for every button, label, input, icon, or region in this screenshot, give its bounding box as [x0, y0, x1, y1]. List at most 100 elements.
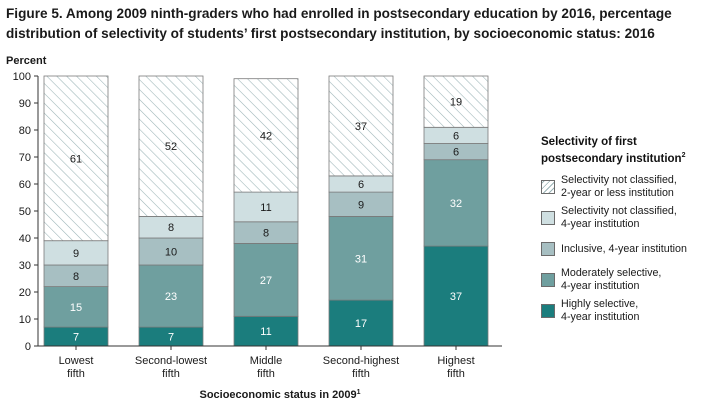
legend-title-line-1: Selectivity of first: [541, 136, 637, 148]
bar-data-label: 6: [453, 147, 459, 159]
chart-title-line-2: distribution of selectivity of students’…: [6, 26, 655, 41]
legend-label-line: 4-year institution: [561, 218, 640, 231]
legend-swatch: [541, 242, 555, 257]
y-tick-label: 80: [19, 125, 31, 137]
y-tick-label: 40: [19, 233, 31, 245]
bar-data-label: 8: [168, 222, 174, 234]
legend-item: Highly selective, 4-year institution: [541, 298, 713, 325]
x-tick-label: Middle: [250, 355, 282, 367]
bar-segment: [328, 75, 394, 177]
bar-data-label: 9: [73, 248, 79, 260]
bar-segment: [233, 242, 299, 317]
bar-data-label: 19: [450, 97, 462, 109]
legend-item: Selectivity not classified, 4-year instit…: [541, 205, 713, 232]
bar-data-label: 7: [73, 332, 79, 344]
legend-title-line-2: postsecondary institution2: [541, 149, 713, 166]
legend-label-line: 4-year institution: [561, 280, 640, 293]
legend-label: Selectivity not classified, 2-year or les…: [561, 174, 677, 200]
bar-data-label: 6: [358, 179, 364, 191]
legend-item: Selectivity not classified, 2-year or les…: [541, 174, 713, 201]
y-tick-label: 30: [19, 260, 31, 272]
y-axis-label: Percent: [6, 55, 47, 67]
bar-segment: [423, 245, 489, 347]
y-tick-label: 70: [19, 152, 31, 164]
legend-label-line: 4-year institution: [561, 311, 640, 324]
x-axis-tick-labels: LowestfifthSecond-lowestfifthMiddlefifth…: [38, 345, 502, 380]
bar-segment: [138, 237, 204, 266]
bar-segment: [328, 215, 394, 301]
legend-swatch: [541, 211, 555, 226]
bar-segment: [423, 75, 489, 128]
legend-label-line: Selectivity not classified,: [561, 174, 677, 187]
bar-segment: [138, 75, 204, 217]
bar-data-label: 23: [165, 291, 177, 303]
legend-label-line: Moderately selective,: [561, 267, 662, 280]
x-axis-label-footnote: 1: [357, 389, 361, 396]
bar-stack: 17 31 9 6 37: [328, 75, 394, 347]
bars: 7 15 8 9 61 7 23 10 8 52 11 27 8 11 42 17 31 9 6 37 37 32 6 6 19: [43, 75, 489, 347]
bar-data-label: 31: [355, 253, 367, 265]
y-axis-ticks: 0 10 20 30 40 50 60 70 80 90 100: [13, 71, 39, 353]
bar-data-label: 37: [450, 291, 462, 303]
x-tick-label: fifth: [162, 368, 180, 380]
x-tick-label: Second-highest: [323, 355, 399, 367]
y-tick-label: 0: [25, 341, 31, 353]
legend-title-line-2-text: postsecondary institution: [541, 152, 682, 165]
legend-title: Selectivity of first postsecondary insti…: [541, 135, 713, 166]
bar-data-label: 11: [260, 326, 271, 338]
legend-label: Moderately selective, 4-year institution: [561, 267, 661, 293]
legend-swatch: [541, 273, 555, 288]
bar-segment: [138, 264, 204, 328]
bar-data-label: 11: [260, 202, 271, 214]
bar-data-label: 32: [450, 198, 462, 210]
legend-items: Selectivity not classified, 2-year or les…: [541, 174, 713, 325]
x-tick-label: fifth: [257, 368, 275, 380]
bar-segment: [43, 75, 109, 242]
legend-swatch: [541, 304, 555, 319]
bar-data-label: 10: [165, 247, 177, 259]
bar-segment: [43, 286, 109, 328]
bar-data-label: 6: [453, 130, 459, 142]
y-tick-label: 100: [13, 71, 31, 83]
bar-data-label: 8: [263, 228, 269, 240]
y-tick-label: 20: [19, 287, 31, 299]
bar-data-label: 8: [73, 271, 79, 283]
legend-item: Moderately selective, 4-year institution: [541, 267, 713, 294]
bar-segment: [233, 78, 299, 193]
x-axis-label-text: Socioeconomic status in 2009: [199, 389, 356, 401]
x-tick-label: fifth: [447, 368, 465, 380]
bar-stack: 7 15 8 9 61: [43, 75, 109, 347]
legend-label: Selectivity not classified, 4-year instit…: [561, 205, 677, 231]
legend-label: Inclusive, 4-year institution: [561, 243, 687, 256]
bar-data-label: 15: [70, 302, 82, 314]
legend-label-line: Highly selective,: [561, 298, 639, 311]
bar-data-label: 52: [165, 141, 177, 153]
bar-segment: [233, 315, 299, 347]
bar-data-label: 37: [355, 121, 367, 133]
legend-swatch: [541, 180, 555, 195]
legend: Selectivity of first postsecondary insti…: [541, 135, 713, 329]
bar-stack: 11 27 8 11 42: [233, 78, 299, 347]
y-tick-label: 90: [19, 98, 31, 110]
legend-label: Highly selective, 4-year institution: [561, 298, 639, 324]
bar-stack: 7 23 10 8 52: [138, 75, 204, 347]
legend-title-footnote: 2: [681, 152, 686, 159]
bar-data-label: 9: [358, 199, 364, 211]
bar-stack: 37 32 6 6 19: [423, 75, 489, 347]
bar-data-label: 42: [260, 130, 272, 142]
x-tick-label: Second-lowest: [135, 355, 207, 367]
x-tick-label: Highest: [437, 355, 474, 367]
legend-label-line: 2-year or less institution: [561, 187, 674, 200]
bar-segment: [423, 159, 489, 247]
x-axis-label: Socioeconomic status in 20091: [199, 389, 360, 401]
legend-label-line: Selectivity not classified,: [561, 205, 677, 218]
x-tick-label: fifth: [352, 368, 370, 380]
y-tick-label: 50: [19, 206, 31, 218]
chart-title: Figure 5. Among 2009 ninth-graders who h…: [6, 4, 710, 44]
chart-title-line-1: Figure 5. Among 2009 ninth-graders who h…: [6, 6, 672, 21]
bar-data-label: 61: [70, 153, 82, 165]
bar-data-label: 7: [168, 332, 174, 344]
y-tick-label: 10: [19, 314, 31, 326]
x-tick-label: Lowest: [59, 355, 94, 367]
